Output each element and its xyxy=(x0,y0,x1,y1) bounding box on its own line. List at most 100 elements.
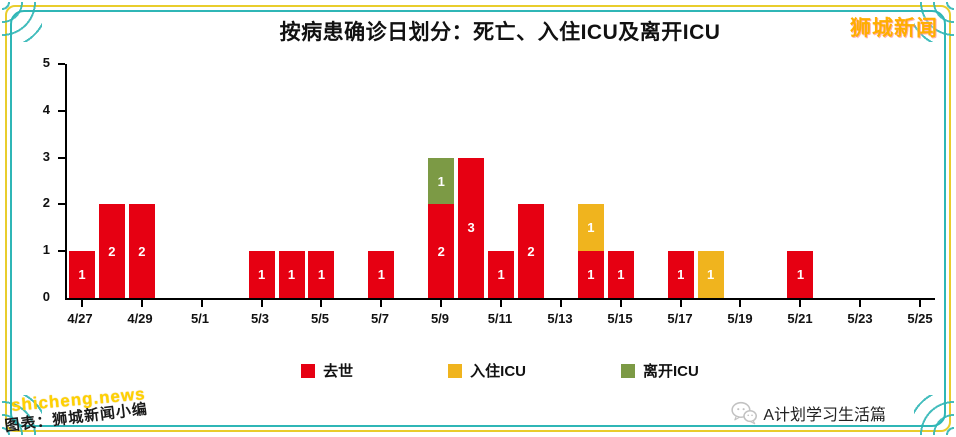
x-tick xyxy=(440,300,443,307)
bar-segment-died: 1 xyxy=(248,251,275,298)
bar-column: 1 xyxy=(696,251,726,298)
y-tick xyxy=(58,203,65,206)
y-axis-label: 4 xyxy=(42,101,50,117)
legend-label: 入住ICU xyxy=(470,363,526,380)
x-axis-spacer xyxy=(515,311,545,326)
x-tick xyxy=(320,300,323,307)
x-tick xyxy=(919,300,922,307)
x-tick xyxy=(500,300,502,307)
bar-segment-icu-out: 1 xyxy=(428,157,455,205)
x-tick xyxy=(619,300,622,307)
legend: 去世 入住ICU 离开ICU xyxy=(65,360,935,381)
y-axis-label: 0 xyxy=(42,289,50,304)
legend-swatch xyxy=(621,363,635,378)
x-axis-spacer xyxy=(275,311,305,326)
y-axis-label: 2 xyxy=(42,195,50,211)
x-axis-label: 5/13 xyxy=(547,311,573,326)
bar-segment-died: 1 xyxy=(68,251,95,298)
legend-item-icu-out: 离开ICU xyxy=(621,360,699,381)
bar-segment-died: 1 xyxy=(577,251,604,298)
bar-column: 1 xyxy=(606,251,636,298)
x-axis-spacer xyxy=(215,311,245,326)
x-axis-spacer xyxy=(455,311,485,326)
x-axis-spacer xyxy=(695,311,725,326)
x-tick xyxy=(260,300,263,307)
x-axis-label: 5/7 xyxy=(370,311,390,326)
x-axis-spacer xyxy=(815,311,845,326)
x-axis-spacer xyxy=(755,311,785,326)
bar-column: 1 xyxy=(277,251,307,298)
y-tick xyxy=(58,109,65,112)
x-tick xyxy=(80,300,83,307)
x-axis-spacer xyxy=(635,311,665,326)
x-axis-spacer xyxy=(395,311,425,326)
bar-column: 2 xyxy=(97,204,127,298)
bar-column: 1 xyxy=(786,251,816,298)
bar-column: 1 xyxy=(307,251,337,298)
legend-swatch xyxy=(301,363,316,378)
bar-segment-icu-in: 1 xyxy=(577,204,604,252)
x-axis-label: 5/21 xyxy=(787,311,813,326)
x-axis: 4/27 4/29 5/1 5/3 5/5 5/7 5/9 5/11 5/13 5/15 5/17 5… xyxy=(65,311,935,326)
corner-scallop-top-left xyxy=(2,2,42,42)
bar-column: 1 xyxy=(67,251,97,298)
x-tick xyxy=(140,300,143,307)
bar-segment-died: 1 xyxy=(787,251,814,298)
bar-segment-died: 1 xyxy=(667,251,694,298)
x-axis-spacer xyxy=(95,311,125,326)
brand-logo-text: 狮城新闻 xyxy=(850,17,938,40)
bar-column: 2 xyxy=(127,204,157,298)
y-axis-label: 3 xyxy=(42,148,50,164)
y-axis-label: 1 xyxy=(42,242,50,258)
legend-swatch xyxy=(448,363,463,378)
x-axis-spacer xyxy=(875,311,905,326)
bar-segment-died: 1 xyxy=(308,251,335,298)
x-tick xyxy=(380,300,383,307)
bar-segment-icu-in: 1 xyxy=(697,251,724,298)
y-tick xyxy=(58,63,65,65)
y-axis-label: 5 xyxy=(42,55,50,70)
x-axis-label: 4/29 xyxy=(127,311,153,326)
wechat-icon xyxy=(731,401,758,425)
bar-segment-died: 1 xyxy=(278,251,305,298)
bar-column: 3 xyxy=(456,157,486,298)
x-axis-label: 5/19 xyxy=(727,311,753,326)
bar-segment-died: 1 xyxy=(607,251,634,298)
x-axis-label: 5/5 xyxy=(310,311,330,326)
bar-column: 1 xyxy=(486,251,516,298)
y-tick xyxy=(58,156,65,159)
x-tick xyxy=(859,300,862,307)
legend-item-died: 去世 xyxy=(301,360,353,381)
x-tick xyxy=(559,300,562,307)
legend-label: 离开ICU xyxy=(643,363,699,380)
legend-item-icu-in: 入住ICU xyxy=(448,360,526,381)
x-axis-label: 5/11 xyxy=(487,311,513,326)
bar-column: 1 xyxy=(666,251,696,298)
bar-segment-died: 2 xyxy=(128,204,155,298)
bar-column: 1 xyxy=(366,251,396,298)
wechat-account: A计划学习生活篇 xyxy=(731,401,886,425)
bar-segment-died: 1 xyxy=(488,251,515,298)
bar-segment-died: 2 xyxy=(428,204,455,298)
bar-segment-died: 1 xyxy=(368,251,395,298)
x-tick xyxy=(200,300,203,307)
x-axis-spacer xyxy=(575,311,605,326)
bar-column: 1 xyxy=(247,251,277,298)
y-tick xyxy=(58,250,65,253)
x-tick xyxy=(799,300,802,307)
x-axis-label: 5/9 xyxy=(430,311,450,326)
x-axis-label: 5/23 xyxy=(847,311,873,326)
wechat-account-name: A计划学习生活篇 xyxy=(763,407,886,424)
legend-label: 去世 xyxy=(323,363,354,380)
x-axis-label: 5/15 xyxy=(607,311,633,326)
y-axis: 0 1 2 3 4 5 xyxy=(28,55,58,304)
x-axis-spacer xyxy=(335,311,365,326)
x-axis-label: 5/17 xyxy=(667,311,693,326)
bar-segment-died: 3 xyxy=(458,157,485,298)
chart-title: 按病患确诊日划分：死亡、入住ICU及离开ICU xyxy=(279,21,721,44)
x-axis-label: 4/27 xyxy=(67,311,93,326)
